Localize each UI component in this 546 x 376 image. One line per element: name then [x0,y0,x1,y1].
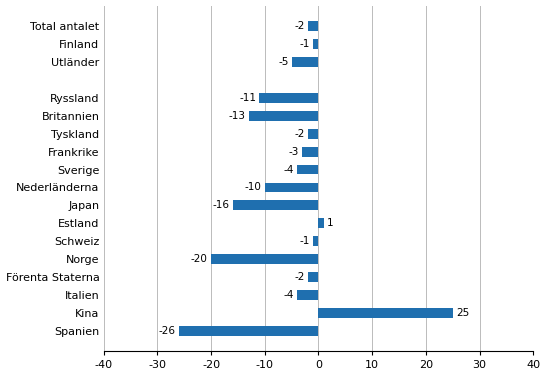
Bar [297,165,318,174]
Bar [233,200,318,210]
Bar [259,93,318,103]
Text: -4: -4 [283,165,294,174]
Text: -1: -1 [300,39,310,49]
Text: -2: -2 [294,272,305,282]
Bar [292,57,318,67]
Bar [308,129,318,139]
Text: -2: -2 [294,21,305,31]
Bar [318,308,453,318]
Text: 1: 1 [327,218,334,228]
Bar [308,21,318,31]
Text: 25: 25 [456,308,469,318]
Bar [297,290,318,300]
Bar [248,111,318,121]
Text: -11: -11 [239,93,256,103]
Text: -5: -5 [278,57,288,67]
Bar [302,147,318,156]
Text: -3: -3 [289,147,299,157]
Text: -10: -10 [245,182,262,193]
Bar [313,236,318,246]
Text: -2: -2 [294,129,305,139]
Text: -20: -20 [191,254,208,264]
Text: -26: -26 [158,326,176,336]
Bar [211,254,318,264]
Text: -13: -13 [228,111,245,121]
Bar [179,326,318,336]
Text: -4: -4 [283,290,294,300]
Bar [313,39,318,49]
Bar [308,272,318,282]
Bar [318,218,324,228]
Text: -16: -16 [212,200,229,210]
Bar [265,182,318,193]
Text: -1: -1 [300,236,310,246]
